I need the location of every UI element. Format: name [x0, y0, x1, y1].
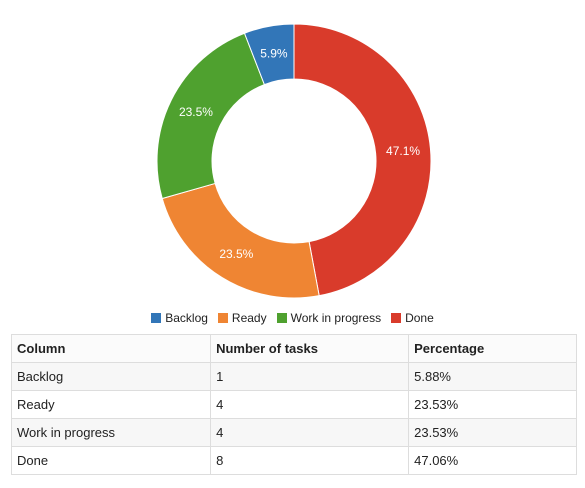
- slice-backlog[interactable]: [243, 23, 295, 86]
- slice-label-work-in-progress: 23.5%: [179, 105, 213, 119]
- donut-chart: 47.1% 23.5% 23.5% 5.9%: [156, 23, 432, 299]
- slice-done[interactable]: [293, 23, 432, 297]
- header-column: Column: [10, 334, 212, 363]
- header-percentage: Percentage: [408, 334, 577, 363]
- table-row: Work in progress 4 23.53%: [10, 418, 577, 447]
- cell-percentage: 23.53%: [408, 390, 577, 419]
- legend-label-work-in-progress: Work in progress: [290, 311, 382, 325]
- cell-percentage: 47.06%: [408, 446, 577, 475]
- cell-column-name: Work in progress: [10, 418, 212, 447]
- cell-percentage: 5.88%: [408, 362, 577, 391]
- cell-task-count: 1: [210, 362, 410, 391]
- cell-column-name: Ready: [10, 390, 212, 419]
- task-stats-table: Column Number of tasks Percentage Backlo…: [10, 334, 577, 475]
- cell-task-count: 4: [210, 390, 410, 419]
- legend-swatch-backlog: [151, 313, 162, 323]
- table-row: Backlog 1 5.88%: [10, 362, 577, 391]
- donut-slices: [156, 23, 432, 299]
- legend-swatch-work-in-progress: [276, 313, 287, 323]
- cell-task-count: 4: [210, 418, 410, 447]
- chart-legend: Backlog Ready Work in progress Done: [0, 311, 585, 325]
- legend-item-ready[interactable]: Ready: [217, 311, 267, 325]
- legend-label-backlog: Backlog: [165, 311, 208, 325]
- slice-label-done: 47.1%: [386, 144, 420, 158]
- slice-label-backlog: 5.9%: [260, 46, 288, 60]
- table-row: Done 8 47.06%: [10, 446, 577, 475]
- legend-item-work-in-progress[interactable]: Work in progress: [276, 311, 382, 325]
- table-row: Ready 4 23.53%: [10, 390, 577, 419]
- table-header-row: Column Number of tasks Percentage: [10, 334, 577, 363]
- cell-column-name: Done: [10, 446, 212, 475]
- slice-ready[interactable]: [161, 182, 320, 299]
- cell-column-name: Backlog: [10, 362, 212, 391]
- legend-item-backlog[interactable]: Backlog: [151, 311, 208, 325]
- cell-percentage: 23.53%: [408, 418, 577, 447]
- legend-swatch-ready: [217, 313, 228, 323]
- legend-label-ready: Ready: [231, 311, 267, 325]
- legend-label-done: Done: [405, 311, 434, 325]
- header-number-of-tasks: Number of tasks: [210, 334, 410, 363]
- cell-task-count: 8: [210, 446, 410, 475]
- legend-swatch-done: [391, 313, 402, 323]
- donut-slice-labels: 47.1% 23.5% 23.5% 5.9%: [179, 46, 420, 261]
- legend-item-done[interactable]: Done: [391, 311, 434, 325]
- slice-label-ready: 23.5%: [219, 247, 253, 261]
